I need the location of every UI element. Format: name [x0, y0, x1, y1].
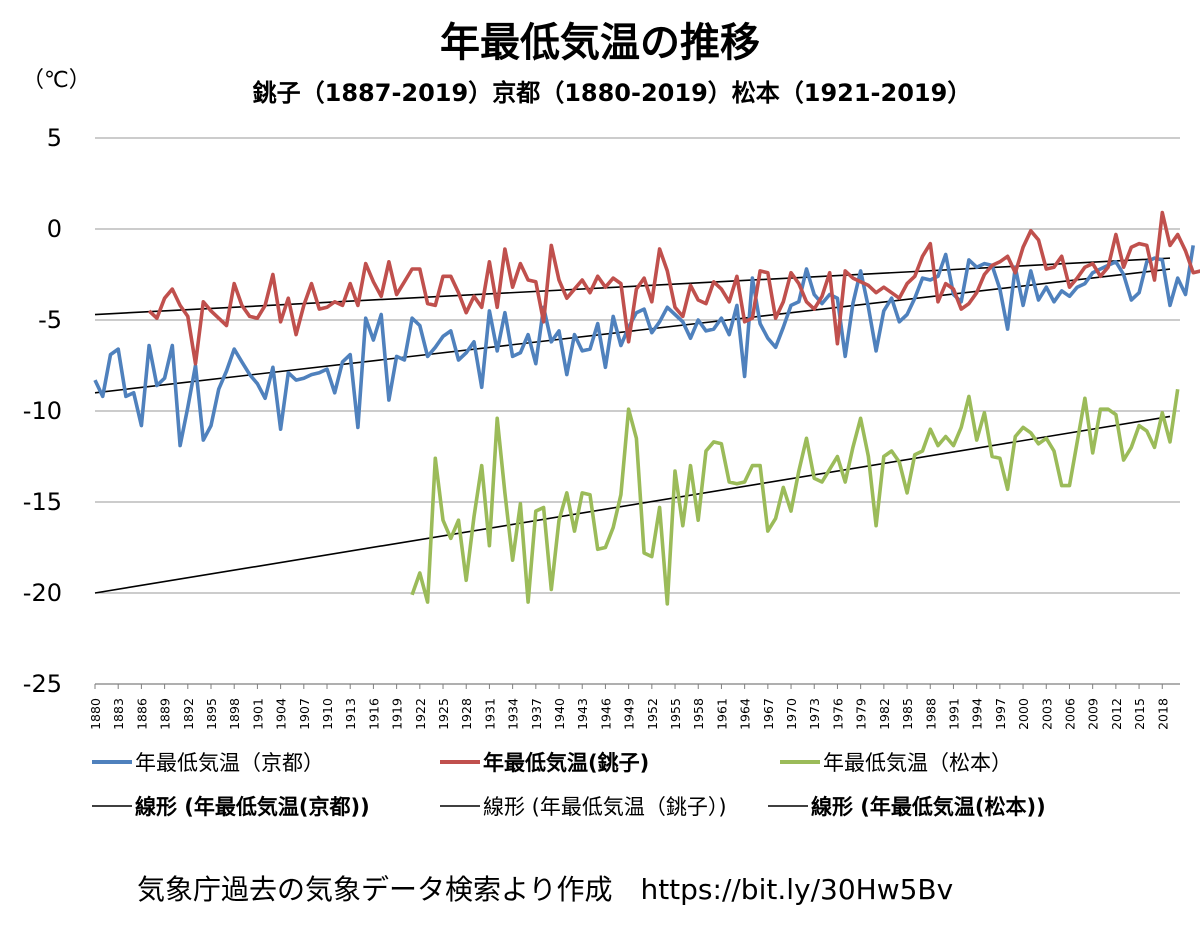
x-tick-label: 1952: [645, 698, 660, 730]
x-tick-label: 1949: [622, 698, 637, 730]
x-tick-label: 1883: [111, 698, 126, 730]
x-tick-label: 1997: [993, 698, 1008, 730]
legend-label: 線形 (年最低気温（銚子）): [483, 795, 727, 819]
series-line: [410, 388, 1180, 606]
chart-subtitle: 銚子（1887-2019）京都（1880-2019）松本（1921-2019）: [253, 79, 972, 107]
series-line: [147, 210, 1200, 366]
trendline: [94, 268, 1171, 394]
x-tick-label: 1880: [88, 698, 103, 730]
x-tick-label: 1916: [366, 698, 381, 730]
legend-label: 線形 (年最低気温(松本)): [811, 795, 1046, 819]
x-tick-label: 1967: [761, 698, 776, 730]
trendline: [94, 415, 1171, 594]
x-tick-label: 1898: [227, 698, 242, 730]
x-tick-label: 1961: [714, 698, 729, 730]
x-tick-label: 1979: [854, 698, 869, 730]
x-tick-label: 1955: [668, 698, 683, 730]
x-tick-label: 2006: [1062, 698, 1077, 730]
y-tick-label: -5: [38, 306, 62, 334]
legend-label: 年最低気温（京都）: [135, 751, 324, 775]
y-axis-ticks: 5 0 -5 -10 -15 -20 -25: [23, 124, 62, 698]
x-tick-label: 1994: [970, 698, 985, 730]
chart-title: 年最低気温の推移: [440, 20, 760, 66]
x-tick-label: 1985: [900, 698, 915, 730]
x-tick-label: 1991: [946, 698, 961, 730]
y-tick-label: 5: [47, 124, 62, 152]
legend-label: 年最低気温（松本）: [823, 751, 1012, 775]
x-tick-label: 1919: [390, 698, 405, 730]
x-tick-label: 1889: [158, 698, 173, 730]
legend: 年最低気温（京都） 年最低気温(銚子) 年最低気温（松本） 線形 (年最低気温(京都)…: [92, 751, 1046, 819]
x-tick-label: 1943: [575, 698, 590, 730]
x-tick-label: 1940: [552, 698, 567, 730]
x-tick-label: 2018: [1155, 698, 1170, 730]
x-tick-label: 1982: [877, 698, 892, 730]
y-tick-label: -10: [23, 397, 62, 425]
x-axis-ticks: 1880 1883 1886 1889 1892 1895 1898 1901 1904 1907…: [88, 684, 1170, 730]
x-tick-label: 1931: [482, 698, 497, 730]
x-tick-label: 1964: [738, 698, 753, 730]
y-tick-label: -25: [23, 670, 62, 698]
x-tick-label: 1973: [807, 698, 822, 730]
y-tick-label: -20: [23, 579, 62, 607]
x-tick-label: 2009: [1086, 698, 1101, 730]
x-tick-label: 1922: [413, 698, 428, 730]
x-tick-label: 1958: [691, 698, 706, 730]
x-tick-label: 1946: [598, 698, 613, 730]
x-tick-label: 1901: [250, 698, 265, 730]
source-footer: 気象庁過去の気象データ検索より作成 https://bit.ly/30Hw5Bv: [137, 873, 953, 906]
x-tick-label: 1913: [343, 698, 358, 730]
legend-label: 年最低気温(銚子): [483, 751, 649, 775]
x-tick-label: 2012: [1109, 698, 1124, 730]
series-line: [93, 245, 1195, 448]
x-tick-label: 1925: [436, 698, 451, 730]
x-tick-label: 1937: [529, 698, 544, 730]
y-axis-unit-label: （℃）: [22, 68, 91, 93]
x-tick-label: 2015: [1132, 698, 1147, 730]
legend-label: 線形 (年最低気温(京都)): [135, 795, 370, 819]
y-tick-label: 0: [47, 215, 62, 243]
x-tick-label: 1904: [274, 698, 289, 730]
gridlines: [95, 137, 1180, 685]
x-tick-label: 2000: [1016, 698, 1031, 730]
x-tick-label: 1970: [784, 698, 799, 730]
x-tick-label: 1928: [459, 698, 474, 730]
x-tick-label: 1934: [506, 698, 521, 730]
x-tick-label: 1907: [297, 698, 312, 730]
y-tick-label: -15: [23, 488, 62, 516]
x-tick-label: 1892: [181, 698, 196, 730]
x-tick-label: 1895: [204, 698, 219, 730]
data-series: [93, 210, 1200, 606]
x-tick-label: 2003: [1039, 698, 1054, 730]
x-tick-label: 1988: [923, 698, 938, 730]
x-tick-label: 1976: [830, 698, 845, 730]
x-tick-label: 1910: [320, 698, 335, 730]
x-tick-label: 1886: [134, 698, 149, 730]
